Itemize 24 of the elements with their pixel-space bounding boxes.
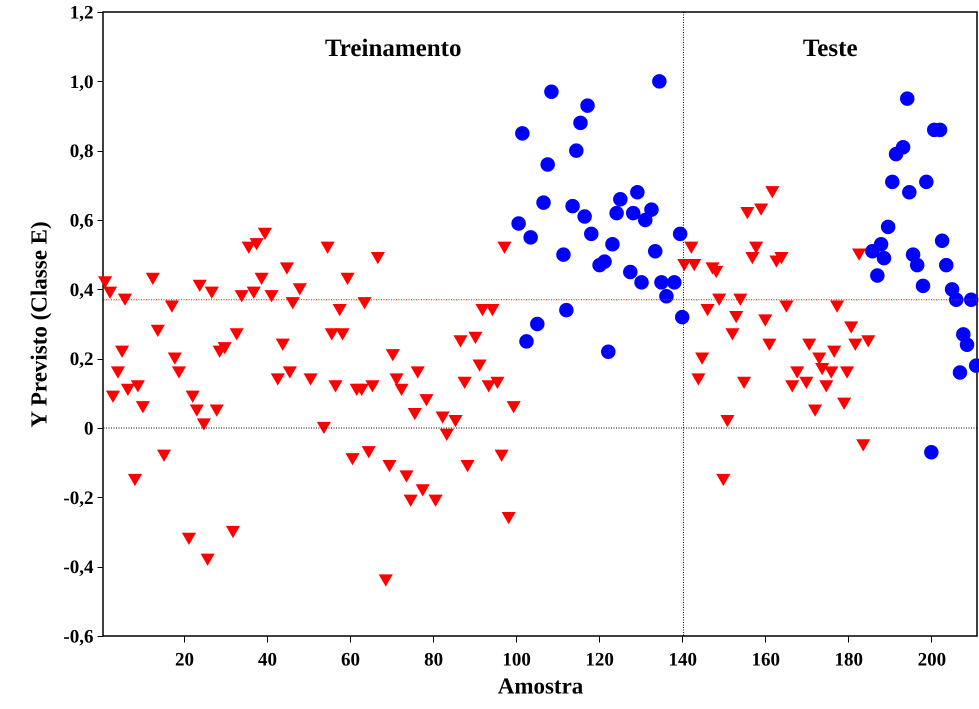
x-tick-label: 200 — [918, 650, 946, 670]
y-tick-label: 0,8 — [70, 141, 94, 162]
y-tick-label: -0,6 — [63, 626, 94, 648]
x-tick-label: 40 — [258, 650, 278, 670]
y-tick-label: -0,2 — [63, 488, 94, 509]
y-tick-label: 0,4 — [70, 280, 94, 301]
x-tick-label: 160 — [751, 650, 780, 670]
y-axis-title: Y Previsto (Classe E) — [26, 221, 52, 428]
y-tick-label: 1,0 — [70, 72, 94, 93]
annotation: Teste — [802, 35, 858, 62]
x-tick-label: 20 — [174, 650, 194, 670]
x-tick-label: 140 — [668, 650, 697, 670]
y-tick-label: 0,6 — [70, 210, 94, 232]
x-tick-label: 120 — [585, 650, 614, 670]
x-tick-label: 180 — [834, 650, 864, 670]
x-tick-label: 80 — [424, 650, 444, 670]
x-tick-label: 60 — [341, 650, 360, 670]
y-tick-label: 1,2 — [70, 2, 94, 24]
y-tick-label: -0,4 — [63, 557, 94, 578]
y-tick-label: 0 — [84, 418, 94, 440]
x-axis-title: Amostra — [498, 674, 584, 698]
y-tick-label: 0,2 — [70, 349, 94, 370]
annotation: Treinamento — [324, 35, 462, 62]
x-tick-label: 100 — [502, 650, 531, 670]
